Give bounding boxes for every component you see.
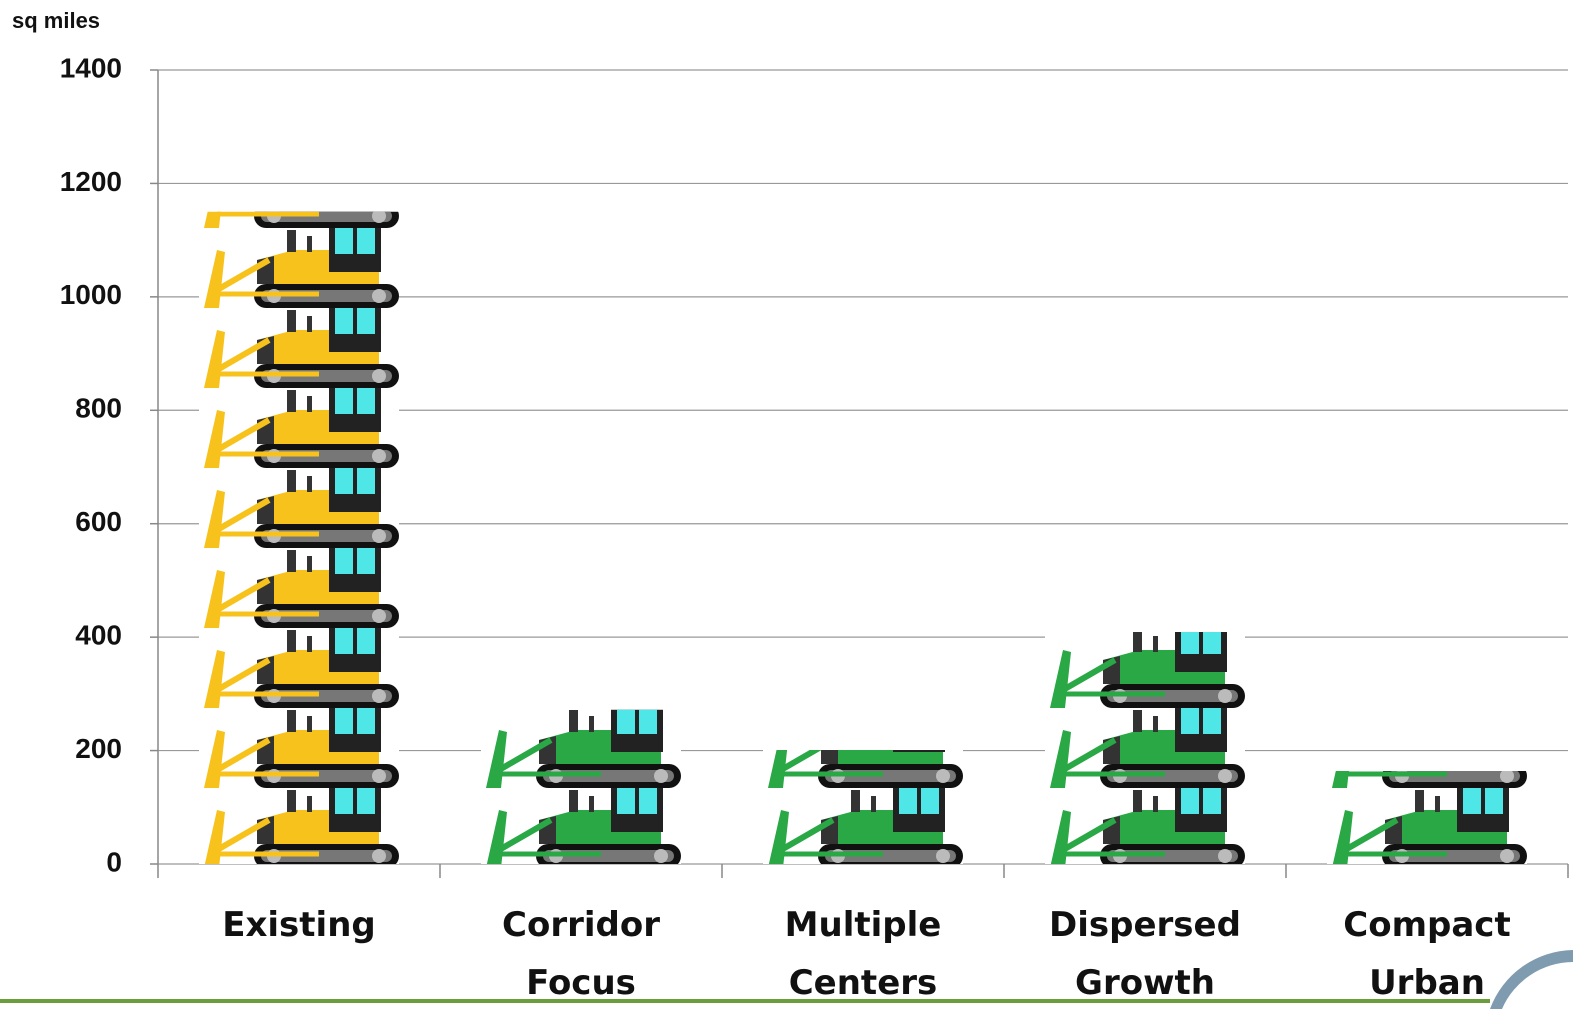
y-axis-unit: sq miles (12, 8, 101, 33)
x-tick-label: Multiple Centers (784, 905, 942, 1003)
y-tick-label: 1200 (60, 166, 122, 197)
x-tick-label: Corridor Focus (502, 905, 660, 1003)
y-tick-label: 600 (75, 506, 122, 537)
y-tick-label: 200 (75, 733, 122, 764)
pictograph-bar (763, 700, 963, 864)
y-tick-label: 400 (75, 620, 122, 651)
pictograph-bar (1327, 700, 1527, 868)
pictograph-bar (199, 211, 399, 865)
logo-arc (1490, 950, 1573, 1009)
pictograph-bar (481, 709, 681, 864)
x-tick-label: Existing (222, 905, 376, 945)
y-tick-label: 1000 (60, 279, 122, 310)
bulldozer-icon (1332, 700, 1527, 788)
y-tick-label: 0 (106, 846, 122, 877)
bulldozer-icon (768, 700, 963, 788)
y-tick-label: 800 (75, 393, 122, 424)
pictograph-bar (1045, 632, 1245, 864)
x-tick-label: Compact Urban (1343, 905, 1511, 1003)
x-tick-label: Dispersed Growth (1049, 905, 1241, 1003)
y-tick-label: 1400 (60, 52, 122, 83)
